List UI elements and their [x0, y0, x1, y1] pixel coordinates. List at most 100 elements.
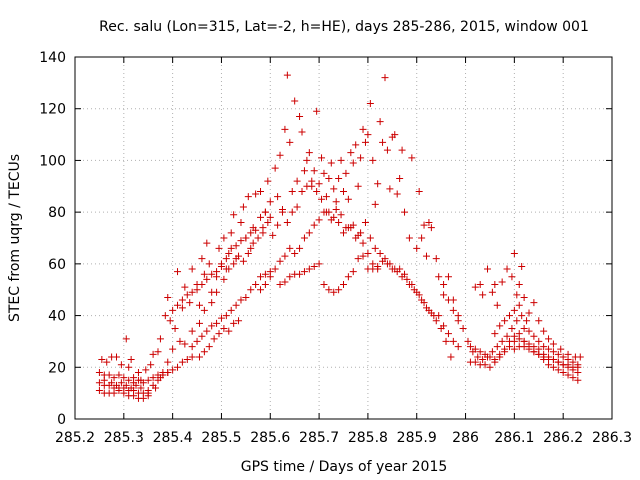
data-point — [493, 301, 501, 309]
data-point — [518, 262, 526, 270]
data-point — [525, 309, 533, 317]
data-point — [95, 379, 103, 387]
data-point — [510, 345, 518, 353]
data-point — [257, 273, 265, 281]
data-point — [108, 379, 116, 387]
data-point — [383, 146, 391, 154]
data-point — [252, 190, 260, 198]
data-point — [227, 244, 235, 252]
data-point — [271, 164, 279, 172]
data-point — [217, 262, 225, 270]
data-point — [291, 250, 299, 258]
data-point — [112, 381, 120, 389]
data-point — [374, 180, 382, 188]
data-point — [320, 169, 328, 177]
data-point — [366, 234, 374, 242]
data-point — [471, 358, 479, 366]
data-point — [154, 376, 162, 384]
data-point — [405, 234, 413, 242]
data-point — [425, 218, 433, 226]
data-point — [178, 304, 186, 312]
data-point — [296, 112, 304, 120]
data-point — [213, 268, 221, 276]
data-point — [342, 169, 350, 177]
data-point — [98, 356, 106, 364]
data-point — [376, 250, 384, 258]
data-point — [557, 345, 565, 353]
data-point — [266, 268, 274, 276]
data-point — [264, 177, 272, 185]
data-point — [171, 325, 179, 332]
data-point — [391, 131, 399, 139]
data-point — [213, 319, 221, 327]
data-point — [293, 177, 301, 185]
data-point — [164, 358, 172, 366]
data-point — [427, 224, 435, 232]
data-point — [95, 368, 103, 376]
data-point — [444, 273, 452, 281]
data-point — [401, 208, 409, 216]
data-point — [125, 376, 133, 384]
data-point — [515, 301, 523, 309]
x-tick-label: 285.5 — [201, 430, 241, 446]
data-point — [110, 389, 118, 397]
data-point — [222, 312, 230, 320]
data-point — [515, 330, 523, 338]
x-tick-label: 285.7 — [299, 430, 339, 446]
data-point — [115, 387, 123, 395]
data-point — [491, 281, 499, 289]
data-point — [540, 327, 548, 335]
data-point — [200, 306, 208, 314]
data-point — [420, 221, 428, 229]
data-point — [105, 371, 113, 379]
data-point — [188, 327, 196, 335]
data-point — [498, 278, 506, 286]
data-point — [149, 381, 157, 389]
data-point — [227, 229, 235, 237]
data-point — [278, 206, 286, 214]
data-point — [144, 392, 152, 400]
data-point — [366, 100, 374, 108]
data-point — [315, 180, 323, 188]
data-point — [149, 374, 157, 382]
data-point — [164, 293, 172, 301]
data-point — [247, 229, 255, 237]
data-point — [535, 317, 543, 325]
data-point — [510, 332, 518, 340]
data-point — [242, 293, 250, 301]
data-point — [296, 270, 304, 278]
data-point — [305, 229, 313, 237]
data-point — [188, 343, 196, 351]
data-point — [325, 286, 333, 294]
chart-title: Rec. salu (Lon=315, Lat=-2, h=HE), days … — [99, 19, 589, 35]
data-point — [349, 221, 357, 229]
y-tick-label: 80 — [48, 205, 66, 221]
data-point — [266, 213, 274, 221]
data-point — [178, 358, 186, 366]
data-point — [505, 312, 513, 320]
data-point — [259, 224, 267, 232]
data-point — [327, 159, 335, 167]
data-point — [359, 239, 367, 247]
data-point — [576, 353, 584, 361]
data-point — [337, 211, 345, 219]
data-point — [217, 314, 225, 322]
data-point — [225, 250, 233, 258]
data-point — [281, 252, 289, 260]
data-point — [257, 187, 265, 195]
data-point — [144, 376, 152, 384]
data-point — [501, 345, 509, 353]
data-point — [154, 348, 162, 356]
data-point — [325, 175, 333, 183]
data-point — [449, 337, 457, 345]
data-point — [408, 281, 416, 289]
data-point — [322, 193, 330, 201]
data-point — [174, 268, 182, 276]
data-point — [310, 262, 318, 270]
data-point — [359, 252, 367, 260]
data-point — [139, 394, 147, 402]
data-point — [264, 218, 272, 226]
data-point — [393, 190, 401, 198]
data-point — [332, 198, 340, 206]
